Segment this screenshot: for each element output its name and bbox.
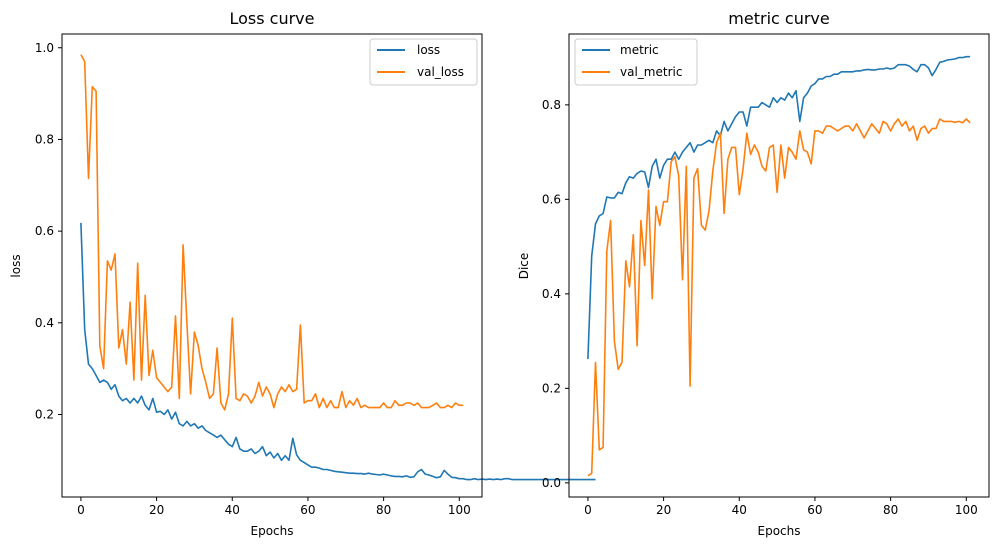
metric-legend-label-metric: metric — [620, 43, 659, 57]
loss-x-tick-label: 80 — [376, 503, 391, 517]
loss-y-tick-label: 0.6 — [35, 224, 54, 238]
metric-series-line-metric — [587, 55, 971, 360]
loss-x-tick-label: 60 — [300, 503, 315, 517]
metric-x-tick-label: 100 — [955, 503, 978, 517]
loss-y-tick-label: 1.0 — [35, 41, 54, 55]
metric-x-tick-label: 60 — [807, 503, 822, 517]
metric-x-tick-label: 80 — [883, 503, 898, 517]
loss-legend: loss val_loss — [369, 38, 478, 86]
metric-legend-label-val-metric: val_metric — [620, 65, 682, 79]
loss-chart-title: Loss curve — [229, 9, 314, 28]
loss-chart-panel: Loss curve Epochs loss 0 20 40 60 80 100 0.2 0.… — [9, 9, 596, 538]
metric-chart-lines — [587, 55, 971, 477]
loss-x-tick-label: 100 — [448, 503, 471, 517]
loss-x-tick-label: 20 — [149, 503, 164, 517]
loss-legend-label-val-loss: val_loss — [417, 65, 464, 79]
loss-y-axis-label: loss — [9, 254, 23, 277]
loss-series-line-val-loss — [80, 54, 464, 411]
metric-x-tick-label: 0 — [584, 503, 592, 517]
metric-chart-panel: metric curve Epochs Dice 0 20 40 60 80 100 0.0… — [517, 9, 990, 538]
loss-y-tick-label: 0.4 — [35, 316, 54, 330]
metric-x-axis-label: Epochs — [758, 524, 801, 538]
metric-plot-frame — [568, 33, 990, 498]
loss-x-tick-label: 40 — [225, 503, 240, 517]
loss-x-tick-label: 0 — [77, 503, 85, 517]
metric-y-tick-label: 0.0 — [542, 476, 561, 490]
metric-y-tick-label: 0.6 — [542, 192, 561, 206]
metric-chart-title: metric curve — [728, 9, 829, 28]
metric-series-line-val-metric — [587, 118, 971, 477]
metric-x-tick-label: 20 — [656, 503, 671, 517]
loss-y-tick-label: 0.8 — [35, 132, 54, 146]
metric-y-tick-label: 0.8 — [542, 98, 561, 112]
loss-chart-lines — [80, 54, 596, 481]
metric-axis-ticks: 0 20 40 60 80 100 0.0 0.2 0.4 0.6 0.8 — [542, 98, 978, 517]
metric-y-tick-label: 0.2 — [542, 381, 561, 395]
loss-y-tick-label: 0.2 — [35, 407, 54, 421]
metric-x-tick-label: 40 — [732, 503, 747, 517]
loss-x-axis-label: Epochs — [251, 524, 294, 538]
loss-plot-frame — [61, 33, 483, 498]
metric-legend: metric val_metric — [574, 38, 698, 86]
loss-series-line-loss — [80, 222, 596, 481]
loss-legend-label-loss: loss — [417, 43, 440, 57]
metric-y-tick-label: 0.4 — [542, 287, 561, 301]
metric-y-axis-label: Dice — [517, 253, 531, 280]
loss-axis-ticks: 0 20 40 60 80 100 0.2 0.4 0.6 0.8 1.0 — [35, 41, 471, 517]
